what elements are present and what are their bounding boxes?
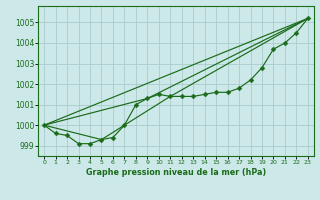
X-axis label: Graphe pression niveau de la mer (hPa): Graphe pression niveau de la mer (hPa)	[86, 168, 266, 177]
